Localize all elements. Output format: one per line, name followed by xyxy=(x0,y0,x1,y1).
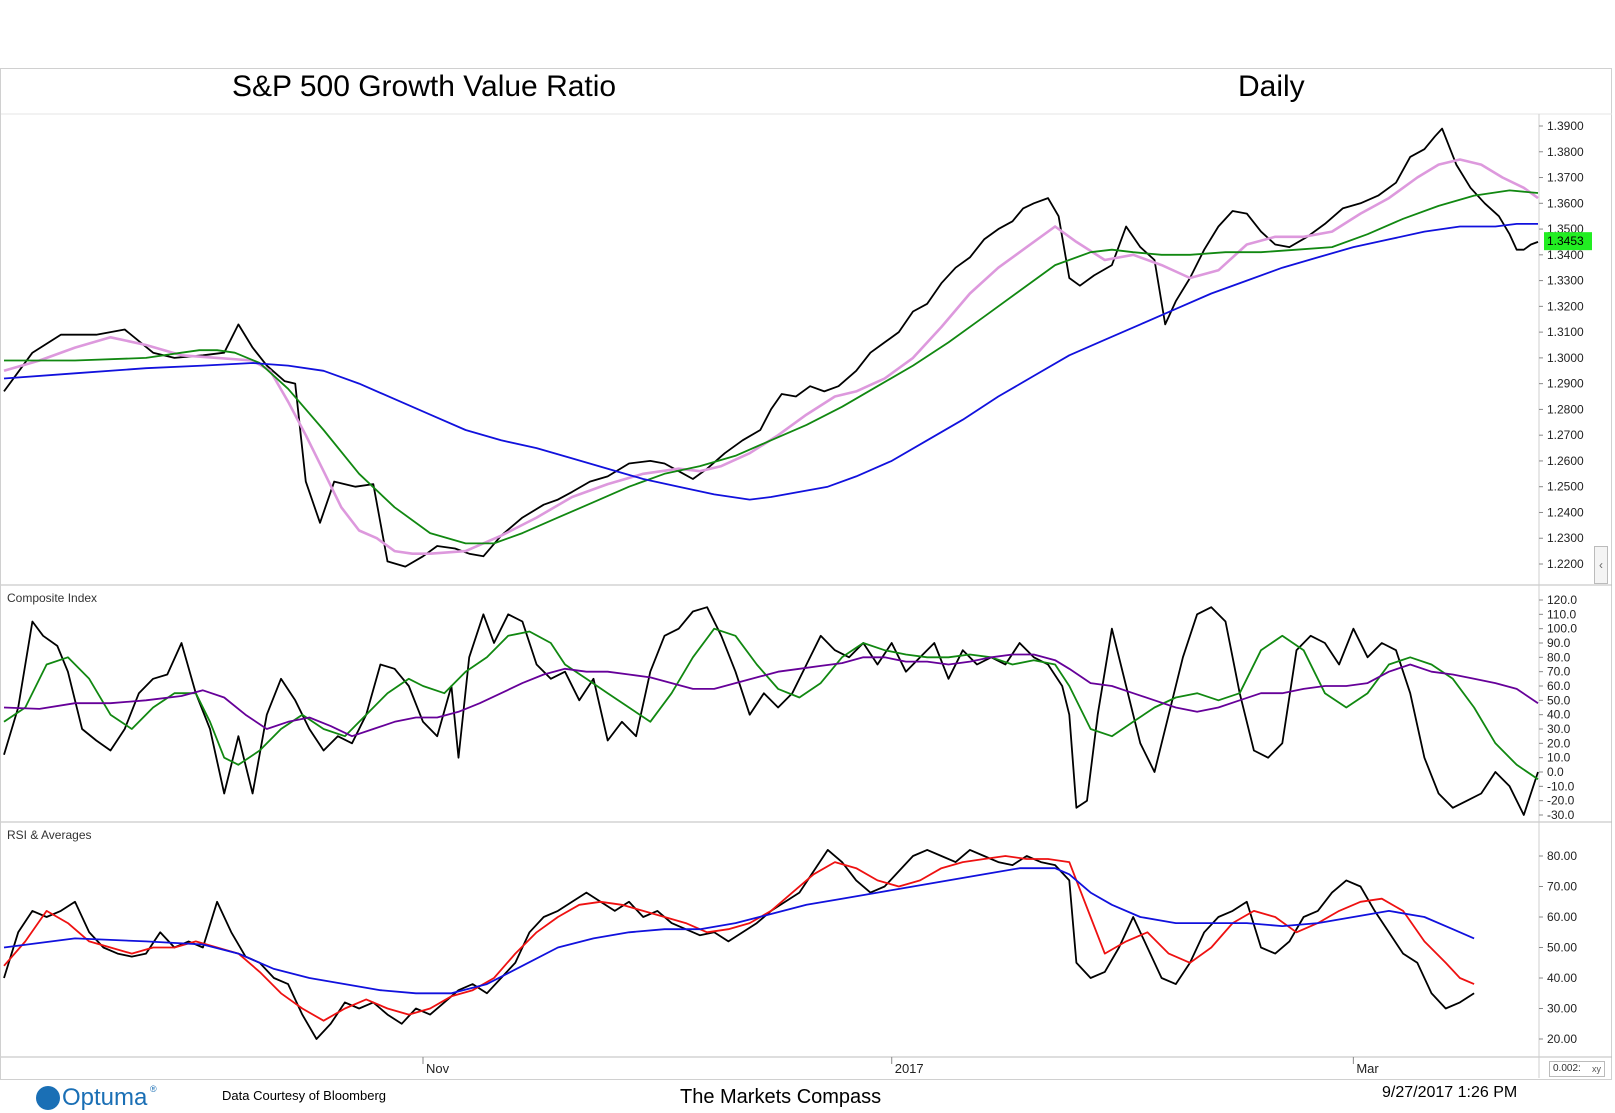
y-tick-label: 0.0 xyxy=(1547,765,1564,779)
chart-title: S&P 500 Growth Value Ratio xyxy=(232,70,617,103)
y-tick-label: 80.00 xyxy=(1547,849,1577,863)
series-line-rsi-rsi_fast xyxy=(3,855,1475,1022)
y-tick-label: 1.2400 xyxy=(1547,505,1584,519)
data-credit: Data Courtesy of Bloomberg xyxy=(222,1088,387,1103)
y-tick-label: 110.0 xyxy=(1547,607,1576,621)
y-tick-label: 30.00 xyxy=(1547,1002,1577,1016)
last-price-badge xyxy=(1544,232,1592,251)
y-tick-label: 1.3000 xyxy=(1547,351,1584,365)
y-tick-label: -20.0 xyxy=(1547,794,1575,808)
brand-label: The Markets Compass xyxy=(680,1086,882,1108)
y-tick-label: 30.0 xyxy=(1547,722,1571,736)
series-line-composite-ma_long xyxy=(3,653,1539,738)
series-line-composite-price xyxy=(3,606,1539,816)
y-tick-label: 70.00 xyxy=(1547,880,1577,894)
x-tick-label: Nov xyxy=(426,1061,450,1076)
optuma-logo-icon xyxy=(36,1086,60,1110)
series-line-rsi-ma_long xyxy=(3,867,1475,995)
y-tick-label: 60.0 xyxy=(1547,679,1571,693)
y-tick-label: 1.3400 xyxy=(1547,248,1584,262)
zoom-control[interactable]: 0.002: xy xyxy=(1549,1061,1605,1077)
series-line-price-ma_short xyxy=(3,158,1539,556)
y-tick-label: 120.0 xyxy=(1547,593,1577,607)
series-line-price-price xyxy=(3,127,1539,568)
y-tick-label: 100.0 xyxy=(1547,622,1577,636)
period-label: Daily xyxy=(1238,70,1305,103)
y-tick-label: 20.0 xyxy=(1547,736,1571,750)
y-tick-label: 1.3800 xyxy=(1547,145,1584,159)
panel-title-rsi: RSI & Averages xyxy=(7,828,92,842)
last-price-label: 1.3453 xyxy=(1547,234,1584,248)
zoom-value: 0.002: xyxy=(1553,1063,1581,1074)
y-tick-label: 1.2500 xyxy=(1547,480,1584,494)
y-tick-label: 1.3700 xyxy=(1547,171,1584,185)
zoom-xy-icon[interactable]: xy xyxy=(1592,1064,1601,1074)
y-tick-label: 60.00 xyxy=(1547,910,1577,924)
y-tick-label: 1.2300 xyxy=(1547,531,1584,545)
x-tick-label: 2017 xyxy=(895,1061,924,1076)
y-tick-label: 10.0 xyxy=(1547,751,1571,765)
y-tick-label: 80.0 xyxy=(1547,650,1571,664)
collapse-panel-icon[interactable]: ‹ xyxy=(1594,546,1608,584)
y-tick-label: 50.00 xyxy=(1547,941,1577,955)
y-tick-label: 20.00 xyxy=(1547,1032,1577,1046)
y-tick-label: 1.2600 xyxy=(1547,454,1584,468)
y-tick-label: 1.3900 xyxy=(1547,119,1584,133)
y-tick-label: 50.0 xyxy=(1547,693,1571,707)
chart-frame xyxy=(0,68,1612,1080)
y-tick-label: 1.2900 xyxy=(1547,377,1584,391)
series-line-rsi-price xyxy=(3,849,1475,1040)
y-tick-label: 1.3200 xyxy=(1547,299,1584,313)
series-line-price-ma_long xyxy=(3,222,1538,501)
y-tick-label: -30.0 xyxy=(1547,808,1575,822)
y-tick-label: 1.3600 xyxy=(1547,196,1584,210)
y-tick-label: 90.0 xyxy=(1547,636,1571,650)
y-tick-label: 40.00 xyxy=(1547,971,1577,985)
y-tick-label: -10.0 xyxy=(1547,779,1575,793)
y-tick-label: 70.0 xyxy=(1547,665,1571,679)
panel-title-composite: Composite Index xyxy=(7,591,97,605)
series-line-price-ma_mid xyxy=(4,189,1539,545)
x-tick-label: Mar xyxy=(1356,1061,1379,1076)
y-tick-label: 40.0 xyxy=(1547,708,1571,722)
optuma-logo-text: Optuma xyxy=(62,1084,148,1111)
y-tick-label: 1.2800 xyxy=(1547,402,1584,416)
series-line-composite-ma_mid xyxy=(3,627,1539,780)
timestamp: 9/27/2017 1:26 PM xyxy=(1382,1084,1518,1101)
y-tick-label: 1.2200 xyxy=(1547,557,1584,571)
optuma-logo-mark: ® xyxy=(150,1084,157,1094)
y-tick-label: 1.3300 xyxy=(1547,274,1584,288)
y-tick-label: 1.2700 xyxy=(1547,428,1584,442)
y-tick-label: 1.3100 xyxy=(1547,325,1584,339)
